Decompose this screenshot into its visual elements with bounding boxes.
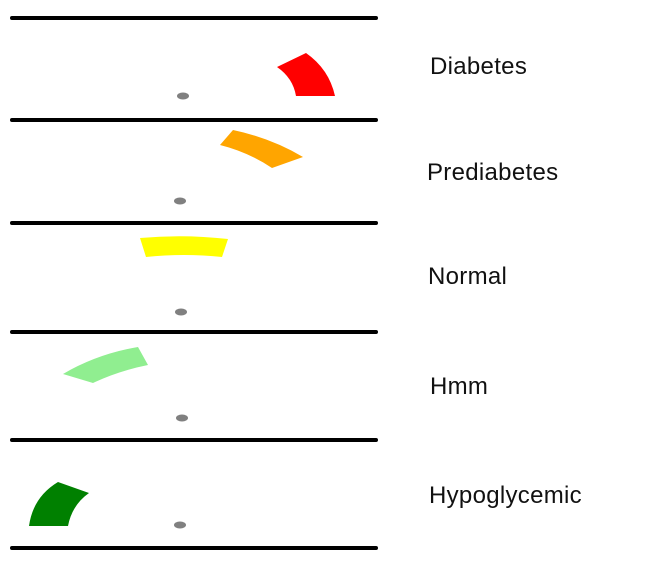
- dividers: [10, 16, 378, 550]
- gauge-needle-arc: [220, 130, 303, 168]
- gauge-pivot-dot: [177, 92, 189, 100]
- gauge-row-diabetes: [177, 53, 335, 100]
- label-hypoglycemic: Hypoglycemic: [429, 482, 582, 509]
- gauge-row-hmm: [63, 347, 188, 422]
- gauge-needle-arc: [63, 347, 148, 383]
- gauge-row-normal: [140, 236, 228, 316]
- label-diabetes: Diabetes: [430, 53, 528, 80]
- gauge-needle-arc: [29, 482, 89, 526]
- label-hmm: Hmm: [430, 373, 489, 400]
- gauge-row-hypoglycemic: [29, 482, 186, 529]
- gauge-pivot-dot: [174, 197, 186, 205]
- gauge-needle-arc: [277, 53, 335, 96]
- label-normal: Normal: [428, 263, 508, 290]
- gauge-needle-arc: [140, 236, 228, 257]
- gauge-pivot-dot: [174, 521, 186, 529]
- gauge-row-prediabetes: [174, 130, 303, 205]
- label-prediabetes: Prediabetes: [427, 159, 559, 186]
- gauge-pivot-dot: [176, 414, 188, 422]
- gauge-pivot-dot: [175, 308, 187, 316]
